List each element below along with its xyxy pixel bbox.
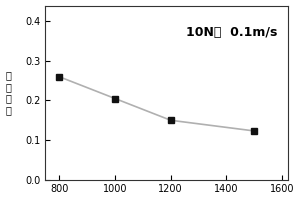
Y-axis label: 摩
擦
系
数: 摩 擦 系 数 — [6, 70, 11, 115]
Text: 10N，  0.1m/s: 10N， 0.1m/s — [186, 26, 277, 39]
